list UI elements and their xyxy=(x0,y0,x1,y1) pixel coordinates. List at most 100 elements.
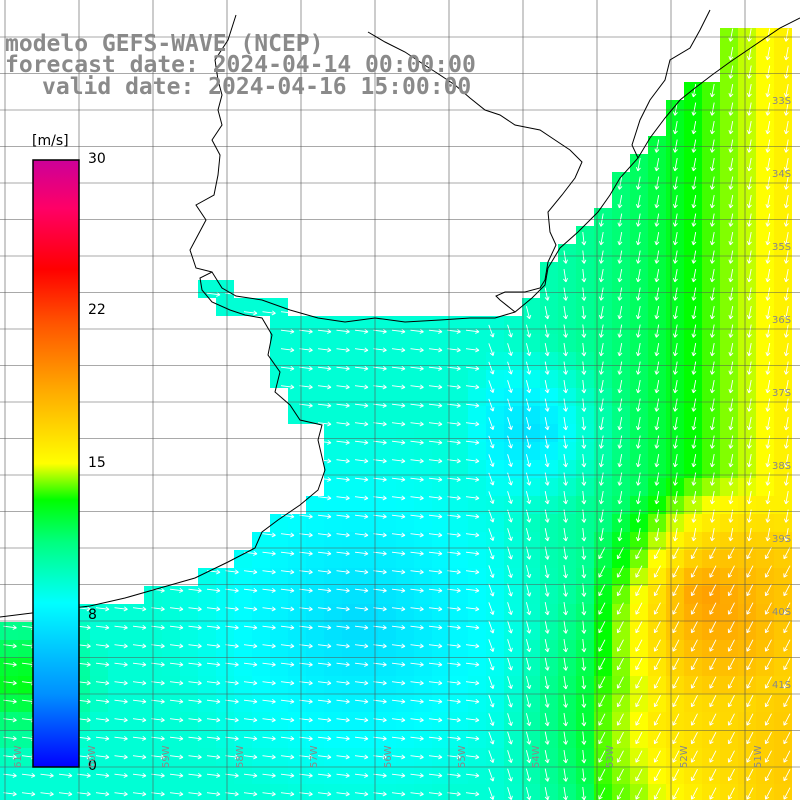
wind-arrow xyxy=(488,509,495,523)
field-cell xyxy=(252,676,270,694)
field-cell xyxy=(702,496,720,514)
wind-arrow xyxy=(391,328,406,334)
field-cell xyxy=(684,190,702,208)
wind-arrow xyxy=(598,361,604,375)
wind-arrow xyxy=(336,458,350,464)
field-cell xyxy=(360,748,378,766)
wind-arrow xyxy=(563,324,568,338)
field-cell xyxy=(432,334,450,352)
field-cell xyxy=(684,766,702,784)
field-cell xyxy=(576,550,594,568)
field-cell xyxy=(648,586,666,604)
wind-arrow xyxy=(672,287,678,301)
field-cell xyxy=(198,766,216,784)
field-cell xyxy=(378,496,396,514)
wind-arrow xyxy=(428,495,443,501)
field-cell xyxy=(576,262,594,280)
wind-arrow xyxy=(691,139,697,153)
field-cell xyxy=(702,712,720,730)
field-cell xyxy=(360,730,378,748)
wind-arrow xyxy=(691,361,697,375)
field-cell xyxy=(270,316,288,334)
field-cell xyxy=(648,424,666,442)
wind-arrow xyxy=(280,365,295,371)
field-cell xyxy=(630,298,648,316)
field-cell xyxy=(576,658,594,676)
wind-arrow xyxy=(783,361,789,375)
field-cell xyxy=(108,694,126,712)
field-cell xyxy=(378,550,396,568)
field-cell xyxy=(738,262,756,280)
field-cell xyxy=(540,406,558,424)
wind-arrow xyxy=(410,384,424,390)
field-cell xyxy=(612,406,630,424)
wind-arrow xyxy=(525,361,532,375)
field-cell xyxy=(666,640,684,658)
wind-arrow xyxy=(654,306,660,320)
field-cell xyxy=(666,388,684,406)
wind-arrow xyxy=(746,121,752,135)
field-cell xyxy=(720,154,738,172)
field-cell xyxy=(540,766,558,784)
field-cell xyxy=(684,496,702,514)
field-cell xyxy=(558,370,576,388)
field-cell xyxy=(666,262,684,280)
field-cell xyxy=(576,334,594,352)
wind-arrow xyxy=(691,269,697,283)
wind-arrow xyxy=(563,380,568,394)
wind-arrow xyxy=(765,306,771,320)
field-cell xyxy=(198,658,216,676)
field-cell xyxy=(576,316,594,334)
wind-arrow xyxy=(488,398,495,412)
wind-arrow xyxy=(672,269,678,283)
field-cell xyxy=(18,658,36,676)
wind-arrow xyxy=(336,347,350,353)
wind-arrow xyxy=(317,421,332,427)
wind-arrow xyxy=(581,416,587,431)
wind-arrow xyxy=(336,421,350,427)
field-cell xyxy=(486,604,504,622)
wind-arrow xyxy=(635,491,641,505)
field-cell xyxy=(432,640,450,658)
field-cell xyxy=(396,442,414,460)
field-cell xyxy=(234,712,252,730)
field-cell xyxy=(270,694,288,712)
wind-arrow xyxy=(654,380,660,394)
field-cell xyxy=(774,226,792,244)
field-cell xyxy=(432,658,450,676)
field-cell xyxy=(234,766,252,784)
field-cell xyxy=(702,694,720,712)
field-cell xyxy=(432,676,450,694)
wind-arrow xyxy=(563,398,568,412)
field-cell xyxy=(522,496,540,514)
field-cell xyxy=(774,496,792,514)
wind-arrow xyxy=(410,402,424,408)
wind-arrow xyxy=(465,421,480,427)
wind-arrow xyxy=(581,379,587,394)
field-cell xyxy=(594,622,612,640)
field-cell xyxy=(432,388,450,406)
wind-arrow xyxy=(728,84,734,98)
field-cell xyxy=(288,532,306,550)
field-cell xyxy=(306,514,324,532)
field-cell xyxy=(414,406,432,424)
field-cell xyxy=(378,442,396,460)
field-cell xyxy=(702,154,720,172)
wind-arrow xyxy=(617,435,623,449)
field-cell xyxy=(756,532,774,550)
field-cell xyxy=(720,226,738,244)
wind-arrow xyxy=(635,417,641,431)
wind-arrow xyxy=(691,250,697,264)
field-cell xyxy=(504,316,522,334)
wind-arrow xyxy=(765,139,771,153)
field-cell xyxy=(684,478,702,496)
wind-arrow xyxy=(563,435,568,449)
field-cell xyxy=(540,604,558,622)
field-cell xyxy=(558,550,576,568)
field-cell xyxy=(684,424,702,442)
wind-arrow xyxy=(783,343,789,357)
wind-arrow xyxy=(354,476,369,482)
field-cell xyxy=(738,406,756,424)
wind-arrow xyxy=(563,306,568,320)
field-cell xyxy=(270,712,288,730)
